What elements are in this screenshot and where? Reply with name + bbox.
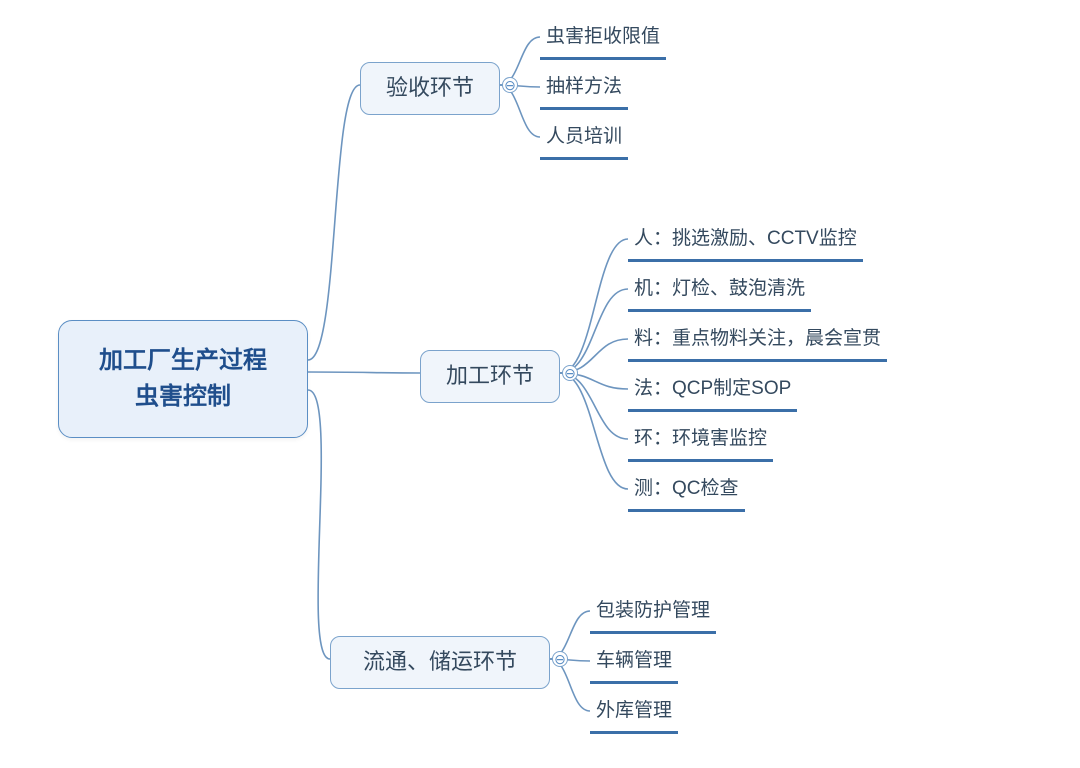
branch-node-acceptance[interactable]: 验收环节 [360, 62, 500, 115]
root-node: 加工厂生产过程 虫害控制 [58, 320, 308, 438]
leaf-item: 包装防护管理 [590, 594, 716, 634]
leaf-item: 虫害拒收限值 [540, 20, 666, 60]
leaf-item: 抽样方法 [540, 70, 628, 110]
branch-label: 加工环节 [446, 363, 534, 388]
branch-label: 流通、储运环节 [363, 649, 517, 674]
branch-label: 验收环节 [386, 75, 474, 100]
leaf-item: 机：灯检、鼓泡清洗 [628, 272, 811, 312]
branch-node-distribution[interactable]: 流通、储运环节 [330, 636, 550, 689]
leaf-item: 人员培训 [540, 120, 628, 160]
collapse-icon[interactable]: ⊖ [502, 77, 518, 93]
leaf-item: 外库管理 [590, 694, 678, 734]
leaf-item: 法：QCP制定SOP [628, 372, 797, 412]
root-line1: 加工厂生产过程 [99, 347, 267, 374]
collapse-icon[interactable]: ⊖ [562, 365, 578, 381]
leaf-item: 人：挑选激励、CCTV监控 [628, 222, 863, 262]
leaf-item: 料：重点物料关注，晨会宣贯 [628, 322, 887, 362]
leaf-item: 环：环境害监控 [628, 422, 773, 462]
leaf-item: 测：QC检查 [628, 472, 745, 512]
root-line2: 虫害控制 [135, 383, 231, 410]
leaf-item: 车辆管理 [590, 644, 678, 684]
branch-node-processing[interactable]: 加工环节 [420, 350, 560, 403]
collapse-icon[interactable]: ⊖ [552, 651, 568, 667]
